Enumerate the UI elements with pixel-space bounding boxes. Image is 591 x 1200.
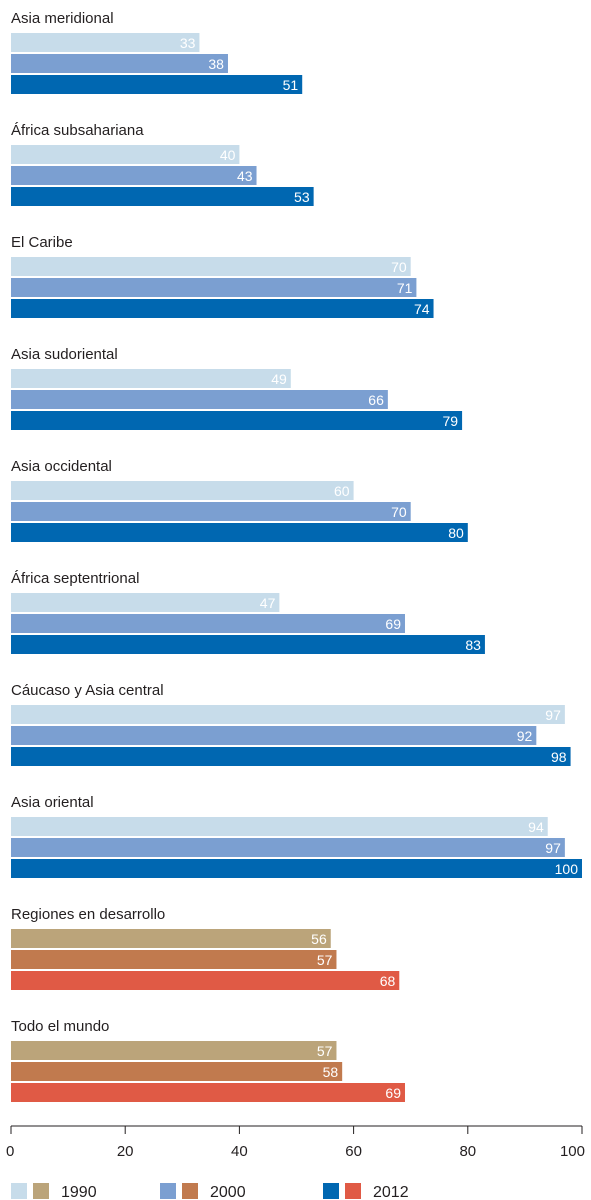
bar-value-label: 74 <box>414 301 430 317</box>
bar-value-label: 68 <box>380 973 396 989</box>
bar-value-label: 100 <box>555 861 579 877</box>
group-label: Cáucaso y Asia central <box>11 682 164 699</box>
group-label: Asia meridional <box>11 10 114 27</box>
bar-2012 <box>11 747 571 766</box>
bar-value-label: 92 <box>517 728 533 744</box>
bar-1990 <box>11 481 354 500</box>
bar-value-label: 43 <box>237 168 253 184</box>
legend-label: 2012 <box>373 1184 409 1200</box>
bar-2000 <box>11 950 337 969</box>
bar-1990 <box>11 1041 337 1060</box>
bar-1990 <box>11 929 331 948</box>
bar-2000 <box>11 726 537 745</box>
bar-value-label: 66 <box>368 392 384 408</box>
bar-value-label: 51 <box>283 77 299 93</box>
group-label: Todo el mundo <box>11 1018 109 1035</box>
bar-1990 <box>11 593 280 612</box>
bar-value-label: 57 <box>317 1043 333 1059</box>
bar-1990 <box>11 33 200 52</box>
bar-2012 <box>11 411 463 430</box>
bar-2012 <box>11 1083 405 1102</box>
bar-value-label: 97 <box>545 707 561 723</box>
bar-1990 <box>11 817 548 836</box>
bar-value-label: 97 <box>545 840 561 856</box>
bar-2012 <box>11 187 314 206</box>
bar-2012 <box>11 971 400 990</box>
legend-label: 2000 <box>210 1184 246 1200</box>
x-tick-label: 60 <box>345 1143 362 1160</box>
legend-swatch-region-2012 <box>323 1183 339 1199</box>
group-label: Asia occidental <box>11 458 112 475</box>
bar-2012 <box>11 859 582 878</box>
bar-1990 <box>11 257 411 276</box>
bar-2000 <box>11 54 228 73</box>
legend-swatch-region-1990 <box>11 1183 27 1199</box>
x-tick-label: 0 <box>6 1143 14 1160</box>
legend-swatch-aggregate-2000 <box>182 1183 198 1199</box>
bar-value-label: 79 <box>443 413 459 429</box>
group-label: Asia sudoriental <box>11 346 118 363</box>
bar-value-label: 56 <box>311 931 327 947</box>
bar-2000 <box>11 838 565 857</box>
legend-swatch-region-2000 <box>160 1183 176 1199</box>
bar-value-label: 47 <box>260 595 276 611</box>
legend-swatch-aggregate-1990 <box>33 1183 49 1199</box>
x-tick-label: 20 <box>117 1143 134 1160</box>
x-tick-label: 100 <box>560 1143 585 1160</box>
legend-swatch-aggregate-2012 <box>345 1183 361 1199</box>
bar-value-label: 69 <box>385 1085 401 1101</box>
bar-value-label: 94 <box>528 819 544 835</box>
group-label: África septentrional <box>11 570 139 587</box>
bar-2000 <box>11 390 388 409</box>
x-tick-label: 80 <box>459 1143 476 1160</box>
bar-2012 <box>11 523 468 542</box>
bar-value-label: 83 <box>465 637 481 653</box>
bar-value-label: 80 <box>448 525 464 541</box>
bar-value-label: 40 <box>220 147 236 163</box>
group-label: Regiones en desarrollo <box>11 906 165 923</box>
bar-2000 <box>11 278 417 297</box>
bar-2012 <box>11 299 434 318</box>
group-label: El Caribe <box>11 234 73 251</box>
x-tick-label: 40 <box>231 1143 248 1160</box>
bar-value-label: 71 <box>397 280 413 296</box>
legend-label: 1990 <box>61 1184 97 1200</box>
bar-value-label: 53 <box>294 189 310 205</box>
bar-1990 <box>11 145 240 164</box>
bar-value-label: 98 <box>551 749 567 765</box>
bar-value-label: 38 <box>208 56 224 72</box>
bar-value-label: 70 <box>391 504 407 520</box>
group-label: África subsahariana <box>11 122 144 139</box>
bar-value-label: 69 <box>385 616 401 632</box>
bar-1990 <box>11 705 565 724</box>
bar-value-label: 58 <box>323 1064 339 1080</box>
bar-value-label: 33 <box>180 35 196 51</box>
bar-value-label: 49 <box>271 371 287 387</box>
group-label: Asia oriental <box>11 794 94 811</box>
bar-value-label: 57 <box>317 952 333 968</box>
bar-2000 <box>11 166 257 185</box>
bar-2012 <box>11 75 303 94</box>
bar-1990 <box>11 369 291 388</box>
bar-value-label: 70 <box>391 259 407 275</box>
bar-2000 <box>11 614 405 633</box>
bar-2000 <box>11 1062 343 1081</box>
bar-2012 <box>11 635 485 654</box>
bar-value-label: 60 <box>334 483 350 499</box>
bar-2000 <box>11 502 411 521</box>
